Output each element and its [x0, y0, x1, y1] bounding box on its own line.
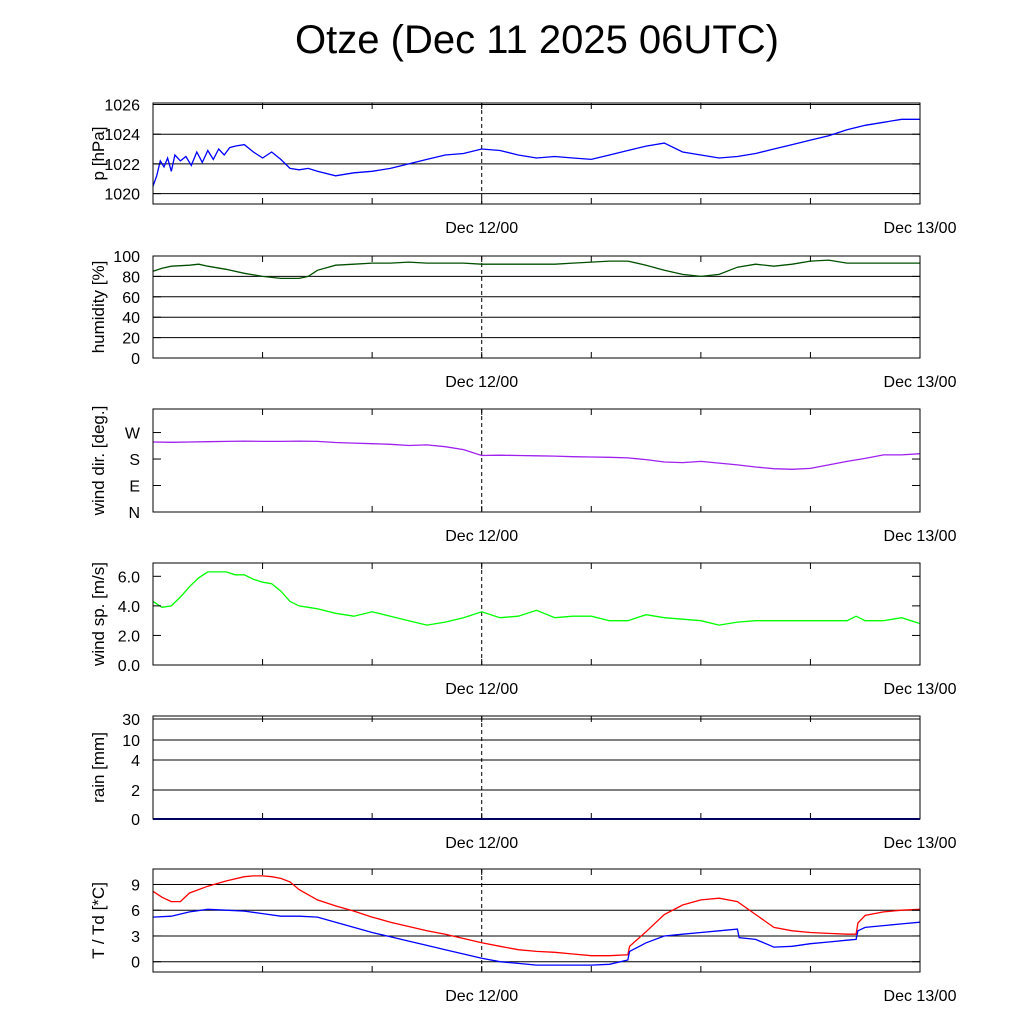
plot-frame — [152, 868, 921, 973]
y-axis-label: wind sp. [m/s] — [89, 562, 108, 667]
y-tick-label: 1020 — [104, 187, 140, 204]
y-tick-label: 80 — [122, 269, 140, 286]
panel-rain: 0 2 4 10 30 Dec 12/00 Dec 13/00 rain [mm] — [89, 712, 957, 852]
y-tick-label: N — [128, 505, 140, 522]
y-axis-label: T / Td [*C] — [89, 882, 108, 959]
y-tick-label: 3 — [131, 929, 140, 946]
y-tick-label: 0 — [131, 955, 140, 972]
plot-frame — [152, 102, 921, 205]
y-tick-label: 6.0 — [118, 569, 140, 586]
y-tick-label: 2 — [131, 783, 140, 800]
series-line-temperature-0 — [152, 875, 921, 957]
panel-pressure: 1020 1022 1024 1026 Dec 12/00 Dec 13/00 p [hPa… — [89, 97, 957, 237]
y-tick-label: 4 — [131, 753, 140, 770]
x-tick-label: Dec 12/00 — [445, 681, 518, 698]
y-tick-label: E — [129, 479, 140, 496]
y-tick-label: W — [125, 426, 141, 443]
series-line-pressure-0 — [152, 118, 920, 187]
y-axis-label: wind dir. [deg.] — [89, 406, 108, 517]
y-tick-label: 40 — [122, 310, 140, 327]
y-tick-label: 1024 — [104, 127, 140, 144]
panel-temperature: 0 3 6 9 Dec 12/00 Dec 13/00 T / Td [*C] — [89, 868, 957, 1005]
x-tick-label: Dec 12/00 — [445, 835, 518, 852]
x-tick-label: Dec 12/00 — [445, 988, 518, 1005]
y-tick-label: 30 — [122, 712, 140, 729]
x-tick-label: Dec 12/00 — [445, 528, 518, 545]
plot-frame — [152, 408, 921, 513]
y-tick-label: 1026 — [104, 97, 140, 114]
x-tick-label: Dec 13/00 — [884, 835, 957, 852]
x-tick-label: Dec 13/00 — [884, 988, 957, 1005]
y-axis-label: p [hPa] — [89, 127, 108, 181]
x-tick-label: Dec 12/00 — [445, 374, 518, 391]
panel-wind-speed: 0.0 2.0 4.0 6.0 Dec 12/00 Dec 13/00 wind sp. [… — [89, 562, 957, 698]
y-tick-label: 4.0 — [118, 599, 140, 616]
x-tick-label: Dec 12/00 — [445, 220, 518, 237]
panel-humidity: 0 20 40 60 80 100 Dec 12/00 Dec 13/00 humidity [… — [89, 249, 957, 391]
plot-frame — [152, 715, 921, 820]
y-tick-label: 6 — [131, 903, 140, 920]
y-tick-label: 0 — [131, 351, 140, 368]
plot-frame — [152, 255, 921, 359]
page-title: Otze (Dec 11 2025 06UTC) — [295, 18, 779, 62]
y-tick-label: 60 — [122, 290, 140, 307]
y-tick-label: 10 — [122, 733, 140, 750]
x-tick-label: Dec 13/00 — [884, 681, 957, 698]
y-axis-label: rain [mm] — [89, 732, 108, 803]
plot-frame — [152, 562, 921, 666]
x-tick-label: Dec 13/00 — [884, 374, 957, 391]
y-tick-label: 2.0 — [118, 628, 140, 645]
x-tick-label: Dec 13/00 — [884, 220, 957, 237]
y-tick-label: 0.0 — [118, 658, 140, 675]
series-line-wind-direction-0 — [152, 440, 921, 470]
y-tick-label: 1022 — [104, 157, 140, 174]
y-tick-label: S — [129, 452, 140, 469]
y-tick-label: 9 — [131, 877, 140, 894]
series-line-humidity-0 — [152, 259, 920, 280]
series-line-temperature-1 — [152, 908, 921, 966]
y-tick-label: 20 — [122, 331, 140, 348]
y-tick-label: 0 — [131, 812, 140, 829]
y-tick-label: 100 — [113, 249, 140, 266]
y-axis-label: humidity [%] — [89, 261, 108, 354]
x-tick-label: Dec 13/00 — [884, 528, 957, 545]
series-line-wind-speed-0 — [152, 571, 921, 626]
